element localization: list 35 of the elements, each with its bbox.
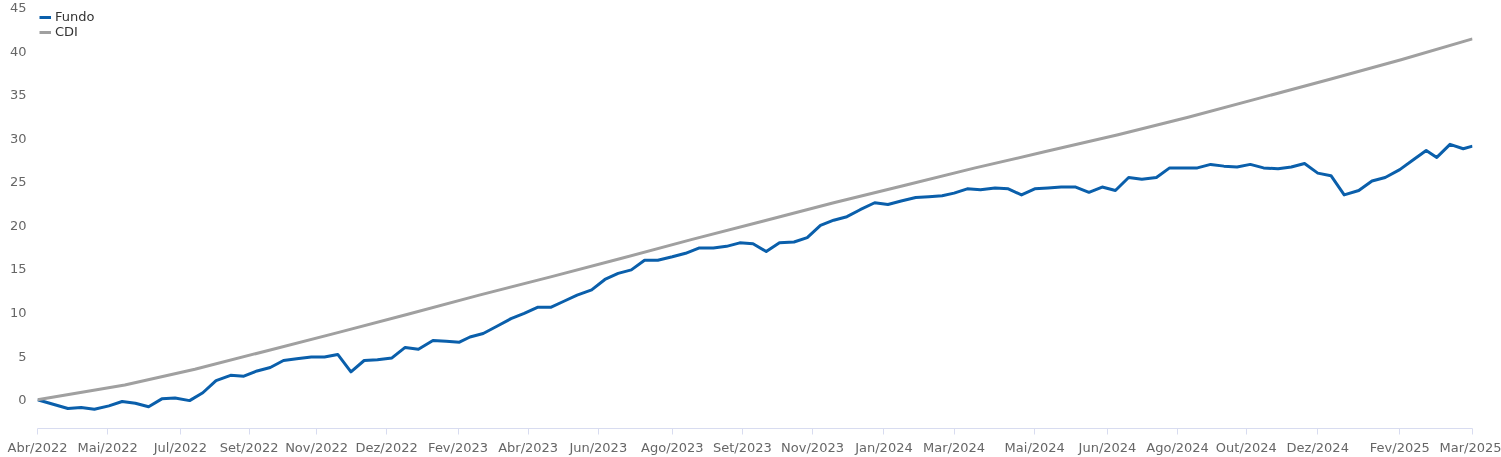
line-series — [37, 37, 1473, 402]
x-tick-label: Fev/2023 — [428, 439, 489, 455]
y-tick-label: 10 — [9, 305, 27, 321]
x-tick-label: Mai/2022 — [77, 439, 138, 455]
y-tick-label: 25 — [9, 174, 27, 190]
x-tick-label: Set/2022 — [219, 439, 279, 455]
x-tick-label: Mar/2024 — [923, 439, 986, 455]
x-tick-label: Mai/2024 — [1004, 439, 1065, 455]
x-tick-label: Nov/2023 — [781, 439, 844, 455]
x-tick-label: Nov/2022 — [285, 439, 348, 455]
legend-label: Fundo — [55, 9, 95, 24]
x-tick-label: Dez/2024 — [1286, 439, 1349, 455]
x-tick-label: Fev/2025 — [1369, 439, 1430, 455]
x-tick-label: Abr/2022 — [7, 439, 68, 455]
y-tick-label: 0 — [18, 392, 27, 408]
y-tick-label: 20 — [9, 217, 27, 233]
x-tick-label: Mar/2025 — [1439, 439, 1501, 455]
x-tick-label: Ago/2024 — [1146, 439, 1209, 455]
x-tick-label: Jan/2024 — [854, 439, 913, 455]
y-tick-label: 35 — [9, 87, 27, 103]
x-tick-label: Jul/2022 — [152, 439, 207, 455]
y-tick-label: 5 — [18, 348, 27, 364]
x-tick-label: Set/2023 — [713, 439, 772, 455]
x-tick-label: Abr/2023 — [498, 439, 559, 455]
x-tick-label: Out/2024 — [1215, 439, 1277, 455]
y-tick-label: 45 — [9, 0, 27, 15]
x-tick-label: Dez/2022 — [355, 439, 418, 455]
legend-label: CDI — [55, 24, 78, 39]
x-tick-label: Jun/2024 — [1077, 439, 1137, 455]
x-tick-label: Ago/2023 — [641, 439, 704, 455]
x-tick-label: Jun/2023 — [568, 439, 628, 455]
line-series — [37, 142, 1473, 411]
y-tick-label: 30 — [9, 130, 27, 146]
y-tick-label: 40 — [9, 43, 27, 59]
y-tick-label: 15 — [9, 261, 27, 277]
